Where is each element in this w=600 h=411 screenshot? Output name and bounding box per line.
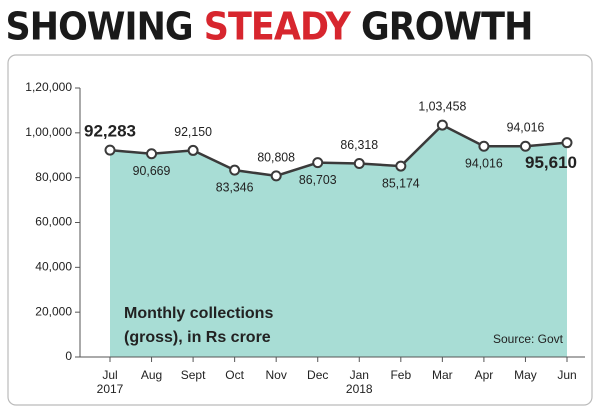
x-tick-label: Apr [474, 368, 494, 382]
x-tick-label: Jan 2018 [345, 368, 373, 396]
marker [104, 144, 116, 156]
x-tick-label: Jul 2017 [96, 368, 124, 396]
value-label: 80,808 [257, 150, 295, 164]
line [109, 123, 568, 178]
source: Source: Govt [493, 332, 564, 346]
value-label: 94,016 [465, 156, 503, 170]
value-label: 86,318 [340, 138, 378, 152]
note: (gross), in Rs crore [124, 329, 271, 346]
x-tick-label: Mar [432, 368, 453, 382]
x-tick-label: Jun [557, 368, 577, 382]
value-label: 85,174 [382, 176, 420, 190]
chart-frame [7, 54, 593, 406]
marker [353, 158, 365, 170]
chart-title: SHOWING STEADY GROWTH [6, 4, 533, 49]
value-label: 94,016 [507, 120, 545, 134]
marker [229, 164, 241, 176]
y-tick-label: 60,000 [35, 215, 72, 229]
title-word: SHOWING [6, 4, 193, 49]
note: Monthly collections [124, 305, 273, 322]
value-label: 95,610 [525, 153, 577, 172]
y-tick-label: 1,20,000 [25, 80, 72, 94]
x-tick-label: Aug [140, 368, 163, 382]
value-label: 1,03,458 [418, 99, 466, 113]
value-label: 92,283 [84, 122, 136, 141]
marker [478, 140, 490, 152]
x-tick-label: Dec [307, 368, 329, 382]
title-word: GROWTH [361, 4, 532, 49]
y-tick-label: 1,00,000 [25, 125, 72, 139]
marker [519, 140, 531, 152]
value-label: 92,150 [174, 125, 212, 139]
marker [436, 119, 448, 131]
y-tick-label: 20,000 [35, 304, 72, 318]
x-tick-label: Oct [225, 368, 244, 382]
title-word: STEADY [204, 4, 352, 49]
marker [312, 157, 324, 169]
marker [395, 160, 407, 172]
y-tick-label: 40,000 [35, 260, 72, 274]
marker [146, 148, 158, 160]
x-tick-label: Nov [265, 368, 287, 382]
x-tick-label: Sept [180, 368, 206, 382]
x-tick-label: May [514, 368, 537, 382]
marker [187, 144, 199, 156]
value-label: 83,346 [216, 180, 254, 194]
marker [561, 137, 573, 149]
x-tick-label: Feb [390, 368, 412, 382]
value-label: 90,669 [133, 164, 171, 178]
marker [270, 170, 282, 182]
y-tick-label: 80,000 [35, 170, 72, 184]
value-label: 86,703 [299, 173, 337, 187]
y-tick-label: 0 [65, 349, 72, 363]
area [110, 125, 567, 357]
